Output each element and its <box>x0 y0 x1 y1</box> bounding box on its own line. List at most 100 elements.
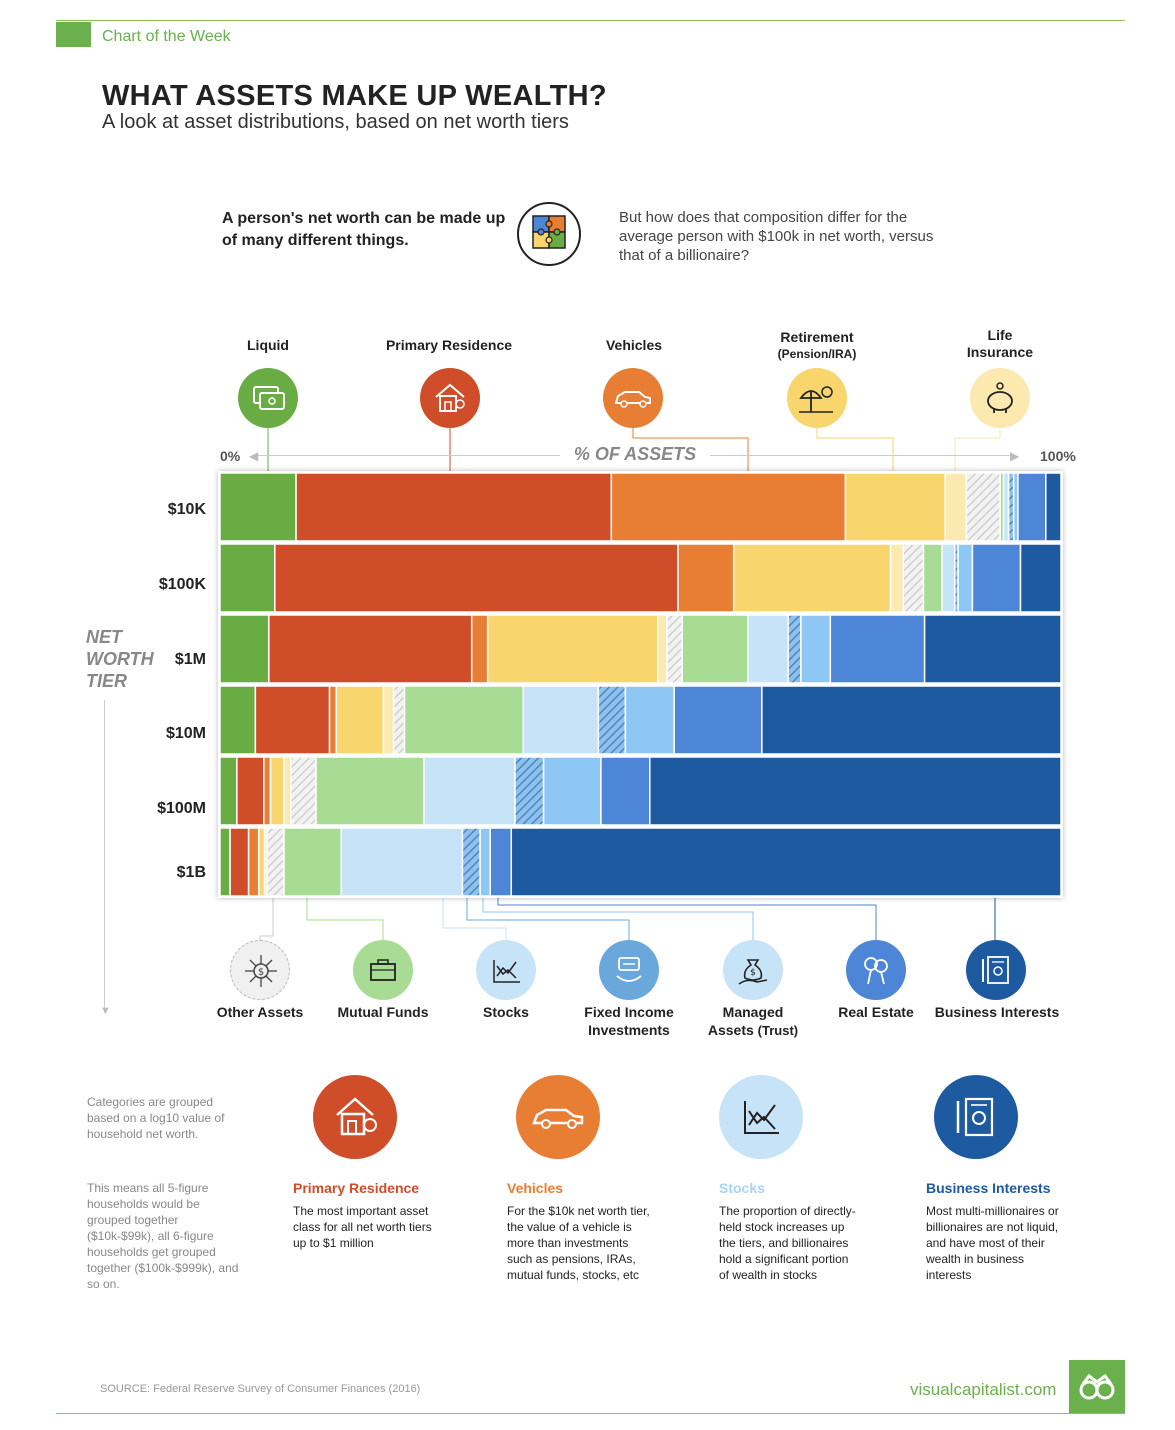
bar-segment-primary-residence-1m <box>268 614 473 684</box>
piggy-bank-icon <box>970 368 1030 428</box>
source-note: SOURCE: Federal Reserve Survey of Consum… <box>100 1383 421 1395</box>
bar-segment-managed-assets-trust--100k <box>957 543 974 613</box>
stock-chart-icon <box>476 940 536 1000</box>
category-label-fixed-income: Fixed Income Investments <box>569 1003 689 1039</box>
bar-segment-mutual-funds-1m <box>681 614 749 684</box>
tier-title-line-1: NET <box>86 627 122 647</box>
bar-segment-liquid-10m <box>220 685 257 755</box>
bar-segment-vehicles-100m <box>263 756 272 826</box>
category-label-life-insurance: Life Insurance <box>950 327 1050 361</box>
bar-segment-retirement-pension-ira--1m <box>486 614 659 684</box>
bar-segment-fixed-income-investments-100m <box>514 756 545 826</box>
bar-segment-vehicles-1b <box>247 827 260 896</box>
category-label-life-sub: Insurance <box>966 344 1034 360</box>
bar-segment-other-assets-10k <box>965 473 1001 542</box>
tier-axis-line <box>104 700 105 1012</box>
bar-segment-retirement-pension-ira--1b <box>257 827 266 896</box>
category-label-business-interests: Business Interests <box>934 1004 1060 1020</box>
page-subtitle: A look at asset distributions, based on … <box>102 111 569 133</box>
bar-segment-real-estate-1m <box>829 614 926 684</box>
svg-text:$: $ <box>750 968 756 978</box>
category-label-other-assets: Other Assets <box>216 1004 304 1020</box>
car-icon <box>603 368 663 428</box>
bar-segment-other-assets-100m <box>290 756 317 826</box>
tier-title-line-3: TIER <box>86 671 128 691</box>
chart-of-week-badge <box>56 22 91 47</box>
bar-segment-stocks-1m <box>747 614 789 684</box>
bar-segment-fixed-income-investments-10m <box>597 685 627 755</box>
bar-segment-primary-residence-10m <box>254 685 331 755</box>
top-rule <box>56 20 1125 21</box>
tier-title-line-2: WORTH <box>86 649 154 669</box>
beach-umbrella-icon <box>787 368 847 428</box>
tier-label-10k: $10K <box>167 501 206 518</box>
tier-label-1m: $1M <box>174 651 206 668</box>
highlight-stock-chart-icon <box>719 1075 803 1159</box>
category-label-stocks: Stocks <box>483 1004 529 1020</box>
bar-segment-retirement-pension-ira--100m <box>269 756 285 826</box>
bar-segment-liquid-100m <box>220 756 238 826</box>
fixed-income-line-2: Investments <box>588 1022 670 1038</box>
highlight-car-icon <box>516 1075 600 1159</box>
bar-segment-primary-residence-100m <box>236 756 265 826</box>
bar-segment-real-estate-10k <box>1017 473 1047 542</box>
category-label-managed-assets: Managed Assets (Trust) <box>698 1003 808 1040</box>
bar-segment-life-insurance-10k <box>944 473 968 542</box>
axis-max-label: 100% <box>1040 448 1076 464</box>
tier-label-10m: $10M <box>165 725 206 742</box>
category-label-real-estate: Real Estate <box>838 1004 914 1020</box>
bar-segment-business-interests-100k <box>1019 543 1061 613</box>
highlight-text-stocks: The proportion of directly-held stock in… <box>719 1204 856 1282</box>
bar-segment-life-insurance-10m <box>382 685 395 755</box>
bar-segment-liquid-10k <box>220 473 297 542</box>
highlight-text-business-interests: Most multi-millionaires or billionaires … <box>926 1204 1059 1282</box>
category-label-retirement-main: Retirement <box>780 329 854 345</box>
axis-title: % OF ASSETS <box>560 444 710 465</box>
tier-label-1b: $1B <box>176 864 206 881</box>
tier-label-100m: $100M <box>157 800 206 817</box>
category-label-primary-residence: Primary Residence <box>385 337 513 353</box>
bar-segment-stocks-10k <box>1002 473 1010 542</box>
dollar-network-icon: $ <box>230 940 290 1000</box>
bar-segment-life-insurance-100k <box>889 543 905 613</box>
chart-of-week-label: Chart of the Week <box>102 28 231 45</box>
highlight-title-business-interests: Business Interests <box>926 1180 1051 1196</box>
bar-segment-managed-assets-trust--100m <box>542 756 602 826</box>
highlight-text-vehicles: For the $10k net worth tier, the value o… <box>507 1204 650 1282</box>
category-label-mutual-funds: Mutual Funds <box>337 1004 429 1020</box>
bar-segment-other-assets-100k <box>902 543 925 613</box>
grouping-note: Categories are grouped based on a log10 … <box>87 1095 225 1141</box>
highlight-title-primary-residence: Primary Residence <box>293 1180 420 1196</box>
bar-segment-mutual-funds-1b <box>283 827 342 896</box>
bar-segment-other-assets-1b <box>266 827 285 896</box>
bar-segment-business-interests-100m <box>649 756 1061 826</box>
highlight-house-icon <box>313 1075 397 1159</box>
bar-segment-life-insurance-1m <box>657 614 668 684</box>
highlight-certificate-icon <box>934 1075 1018 1159</box>
bonds-icon <box>599 940 659 1000</box>
arrow-down-icon: ▼ <box>100 1005 111 1017</box>
puzzle-icon <box>517 202 581 266</box>
bar-segment-business-interests-1m <box>923 614 1061 684</box>
bar-segment-vehicles-1m <box>470 614 489 684</box>
intro-right-text: But how does that composition differ for… <box>619 209 934 264</box>
grouping-explanation: This means all 5-figure households would… <box>87 1181 239 1291</box>
bar-segment-real-estate-10m <box>673 685 763 755</box>
bar-segment-business-interests-10m <box>761 685 1061 755</box>
brand-link[interactable]: visualcapitalist.com <box>910 1380 1057 1399</box>
bar-segment-primary-residence-100k <box>274 543 679 613</box>
category-label-liquid: Liquid <box>247 337 289 353</box>
bar-segment-mutual-funds-10m <box>403 685 525 755</box>
bar-segment-vehicles-10k <box>610 473 847 542</box>
certificate-icon <box>966 940 1026 1000</box>
chart-frame <box>218 471 1063 898</box>
arrow-left-icon: ◀ <box>249 449 259 463</box>
bar-segment-primary-residence-1b <box>229 827 250 896</box>
highlight-title-stocks: Stocks <box>719 1180 765 1196</box>
category-label-life-main: Life <box>987 327 1013 343</box>
bar-segment-stocks-1b <box>340 827 464 896</box>
axis-min-label: 0% <box>220 448 241 464</box>
bar-segment-primary-residence-10k <box>295 473 613 542</box>
bar-segment-managed-assets-trust--1m <box>800 614 832 684</box>
intro-left-text: A person's net worth can be made up of m… <box>222 210 506 249</box>
